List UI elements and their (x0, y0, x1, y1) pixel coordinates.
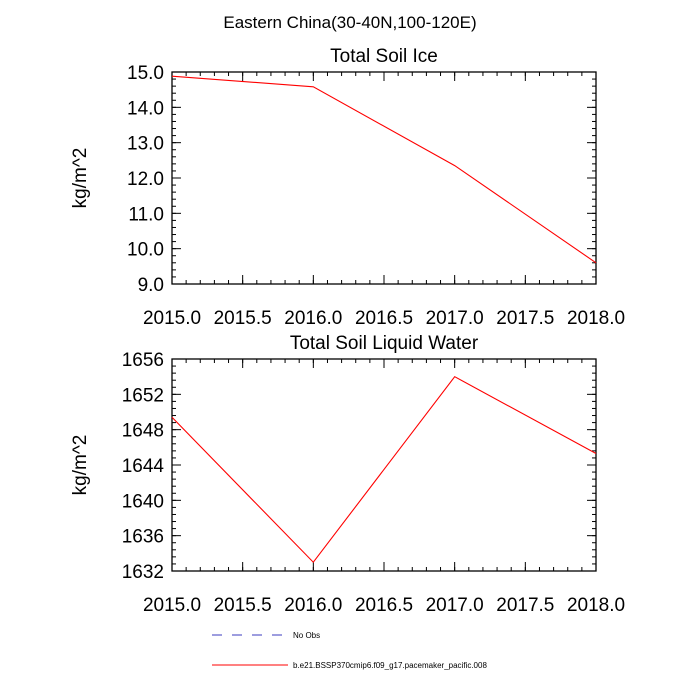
series-line (171, 375, 597, 564)
x-tick-label: 2016.5 (355, 595, 413, 616)
x-tick-label: 2017.5 (496, 595, 554, 616)
x-tick-label: 2016.0 (284, 308, 342, 329)
panel-title: Total Soil Liquid Water (290, 333, 479, 354)
y-tick-label: 15.0 (127, 63, 164, 84)
y-tick-label: 10.0 (127, 240, 164, 261)
legend: No Obs b.e21.BSSP370cmip6.f09_g17.pacemak… (212, 631, 487, 670)
y-axis-label: kg/m^2 (70, 435, 91, 496)
panel-1: Total Soil Ice kg/m^2 2015.0 2015.5 2016.0 20… (70, 46, 625, 329)
x-tick-label: 2018.0 (567, 308, 625, 329)
x-tick-label: 2016.0 (284, 595, 342, 616)
y-tick-label: 1640 (122, 491, 164, 512)
y-tick-label: 1636 (122, 527, 164, 548)
x-tick-label: 2016.5 (355, 308, 413, 329)
x-tick-label: 2015.5 (214, 308, 272, 329)
y-tick-label: 14.0 (127, 98, 164, 119)
figure-suptitle: Eastern China(30-40N,100-120E) (223, 13, 476, 32)
y-tick-label: 12.0 (127, 169, 164, 190)
x-tick-label: 2018.0 (567, 595, 625, 616)
y-tick-label: 1632 (122, 562, 164, 583)
series-line (171, 75, 597, 264)
x-tick-label: 2015.0 (143, 595, 201, 616)
y-tick-label: 1652 (122, 385, 164, 406)
y-tick-label: 9.0 (138, 275, 164, 296)
panels: Total Soil Ice kg/m^2 2015.0 2015.5 2016.0 20… (70, 46, 625, 616)
panel-2: Total Soil Liquid Water kg/m^2 2015.0 2015.… (70, 333, 625, 616)
y-tick-label: 1656 (122, 350, 164, 371)
y-tick-label: 11.0 (128, 204, 164, 225)
panel-title: Total Soil Ice (330, 46, 438, 67)
x-tick-label: 2015.0 (143, 308, 201, 329)
x-tick-label: 2017.0 (426, 595, 484, 616)
y-tick-label: 1648 (122, 421, 164, 442)
x-tick-label: 2017.5 (496, 308, 554, 329)
y-axis-label: kg/m^2 (70, 148, 91, 209)
x-tick-label: 2015.5 (214, 595, 272, 616)
y-tick-label: 13.0 (127, 134, 164, 155)
x-tick-label: 2017.0 (426, 308, 484, 329)
plot-frame (171, 71, 597, 285)
plot-frame (171, 358, 597, 572)
legend-label: No Obs (293, 631, 320, 640)
y-tick-label: 1644 (122, 456, 165, 477)
legend-label: b.e21.BSSP370cmip6.f09_g17.pacemaker_pac… (293, 661, 487, 670)
